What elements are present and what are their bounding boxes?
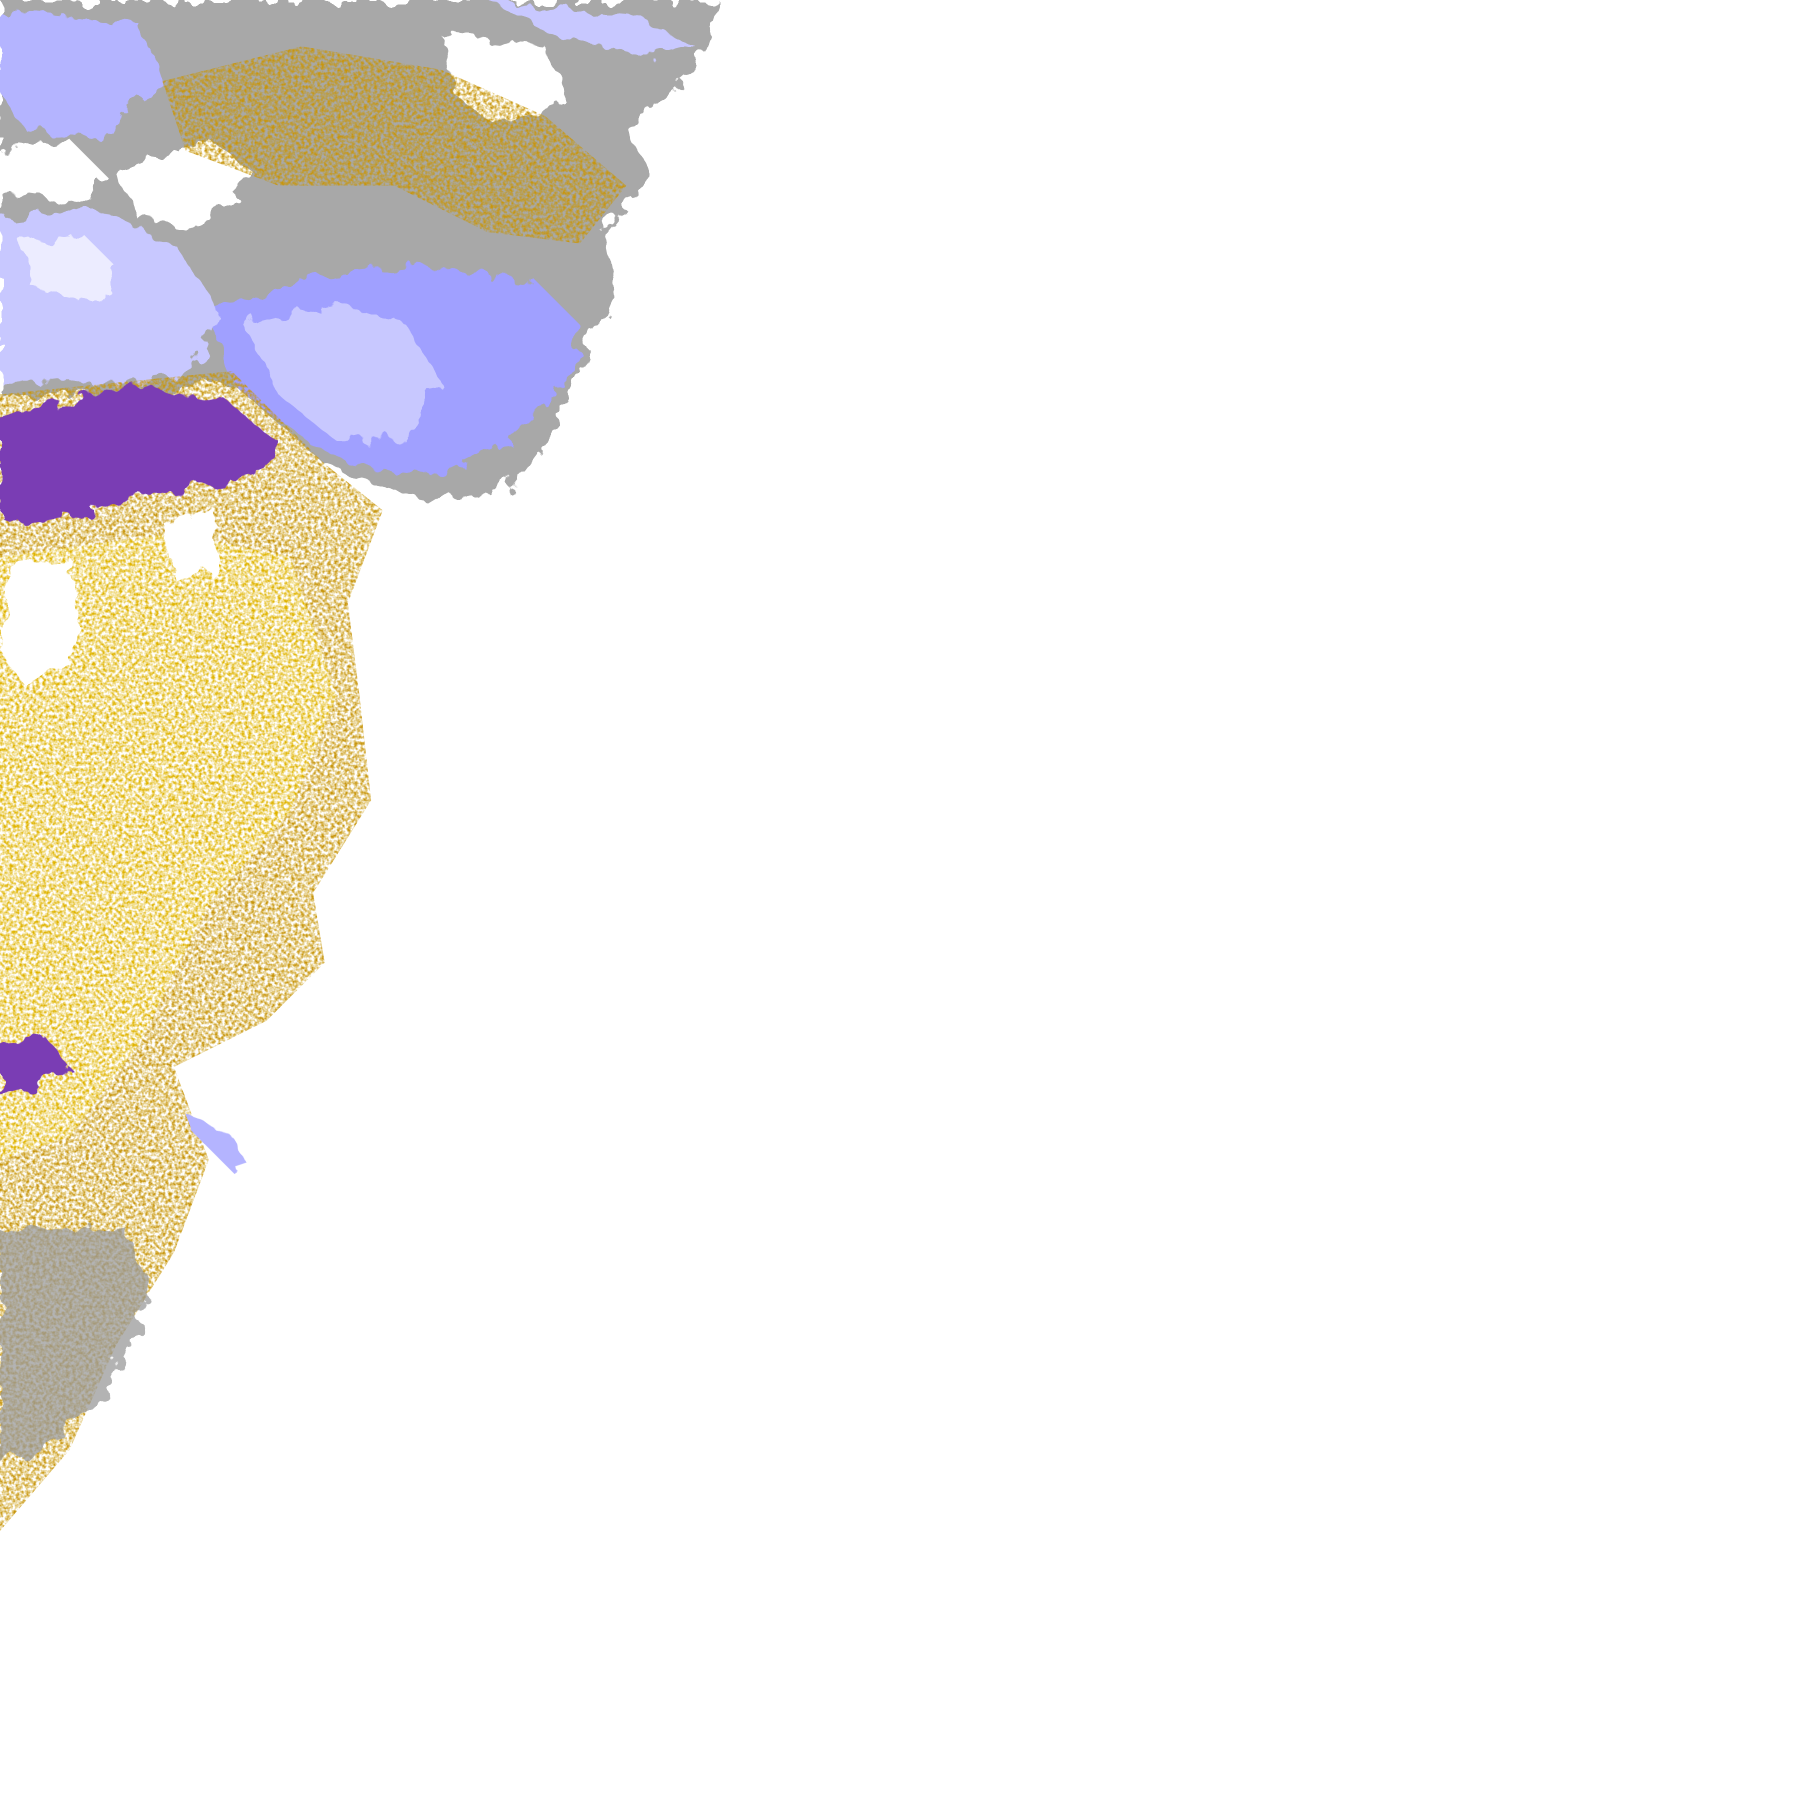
white-gap-5	[0, 556, 82, 685]
rain-south-yellow	[0, 533, 337, 1160]
mixed-gray-south	[0, 1229, 151, 1462]
lavender-cloud-light	[243, 301, 441, 441]
white-gap-1	[0, 139, 105, 203]
lavender-streak-south	[185, 1113, 250, 1172]
heavy-precip-core	[0, 382, 279, 522]
heavy-precip-south	[0, 1038, 70, 1097]
lavender-cloud-top	[0, 11, 163, 140]
pale-cloud-west	[23, 231, 116, 302]
lavender-cloud-top-east	[487, 0, 696, 58]
white-gap-4	[162, 510, 221, 580]
rain-north-scatter	[162, 46, 627, 244]
